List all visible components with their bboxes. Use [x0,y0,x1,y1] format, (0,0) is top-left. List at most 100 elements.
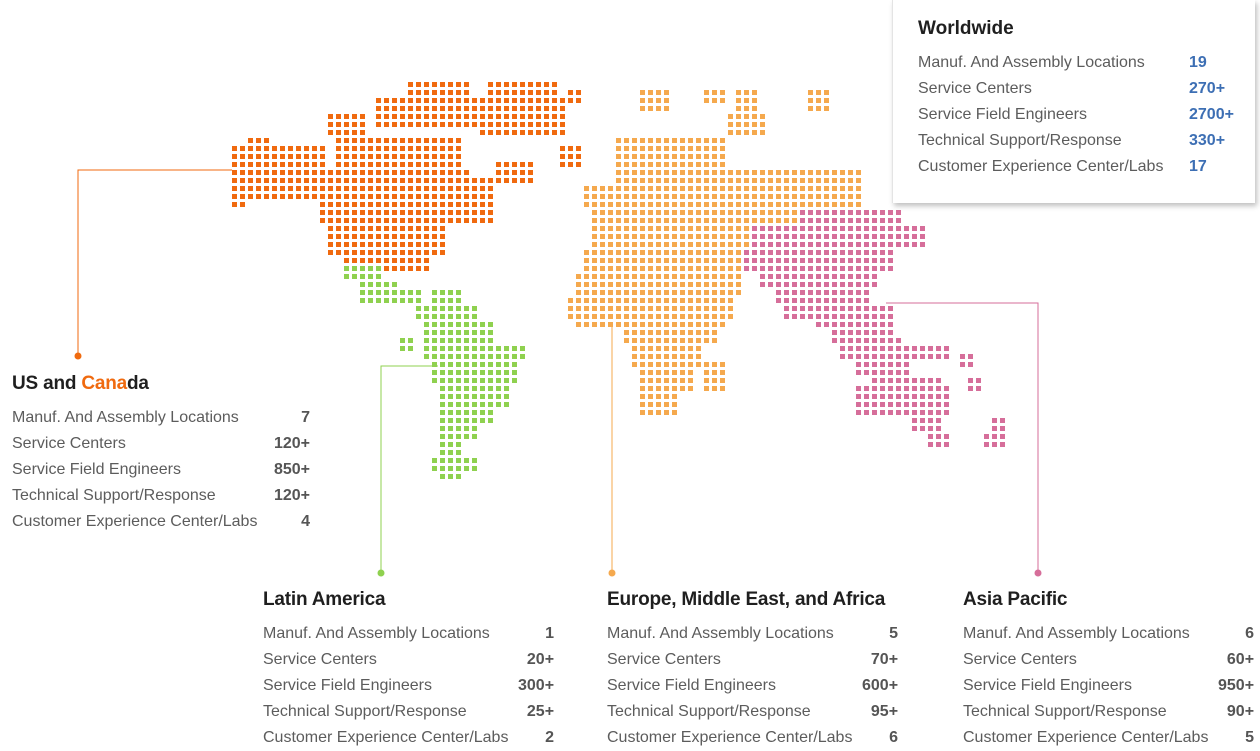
map-dot [424,242,429,247]
map-dot [408,114,413,119]
map-dot [824,242,829,247]
map-dot [480,186,485,191]
map-dot [464,402,469,407]
map-dot [568,146,573,151]
map-dot [552,122,557,127]
map-dot [664,170,669,175]
map-dot [488,98,493,103]
map-dot [296,154,301,159]
map-dot [640,162,645,167]
map-dot [488,218,493,223]
map-dot [632,322,637,327]
map-dot [672,186,677,191]
map-dot [872,250,877,255]
map-dot [616,250,621,255]
map-dot [448,474,453,479]
map-dot [616,290,621,295]
stat-value: 600+ [862,677,899,694]
map-dot [408,290,413,295]
map-dot [344,266,349,271]
map-dot [384,250,389,255]
map-dot [664,218,669,223]
map-dot [448,186,453,191]
map-dot [408,242,413,247]
map-dot [880,250,885,255]
map-dot [448,330,453,335]
map-dot [280,186,285,191]
map-dot [520,178,525,183]
map-dot [832,242,837,247]
stat-value: 5 [1245,729,1255,746]
map-dot [688,178,693,183]
map-dot [416,314,421,319]
map-dot [840,186,845,191]
map-dot [936,410,941,415]
map-dot [848,330,853,335]
map-dot [624,274,629,279]
map-dot [696,282,701,287]
map-dot [824,258,829,263]
map-dot [528,122,533,127]
map-dot [624,194,629,199]
map-dot [432,186,437,191]
map-dot [840,298,845,303]
map-dot [880,338,885,343]
map-dot [808,314,813,319]
map-dot [840,354,845,359]
stat-label: Manuf. And Assembly Locations [263,625,490,642]
map-dot [824,194,829,199]
map-dot [472,386,477,391]
map-dot [664,178,669,183]
map-dot [928,426,933,431]
map-dot [528,170,533,175]
map-dot [592,290,597,295]
map-dot [400,226,405,231]
map-dot [448,386,453,391]
map-dot [608,202,613,207]
map-dot [520,170,525,175]
map-dot [464,346,469,351]
map-dot [672,330,677,335]
map-dot [384,98,389,103]
map-dot [688,370,693,375]
map-dot [368,258,373,263]
map-dot [376,242,381,247]
map-dot [408,138,413,143]
map-dot [720,162,725,167]
map-dot [576,290,581,295]
map-dot [552,98,557,103]
latin-america-connector [380,365,438,573]
map-dot [768,210,773,215]
map-dot [720,138,725,143]
map-dot [616,314,621,319]
map-dot [728,122,733,127]
map-dot [736,194,741,199]
map-dot [640,258,645,263]
map-dot [656,386,661,391]
map-dot [664,362,669,367]
map-dot [800,242,805,247]
map-dot [488,106,493,111]
map-dot [696,162,701,167]
map-dot [912,346,917,351]
map-dot [760,194,765,199]
map-dot [512,178,517,183]
map-dot [784,266,789,271]
map-dot [864,226,869,231]
map-dot [896,362,901,367]
map-dot [720,362,725,367]
map-dot [680,362,685,367]
stat-row: Technical Support/Response 95+ [607,699,898,725]
map-dot [792,194,797,199]
stat-label: Service Field Engineers [263,677,432,694]
map-dot [392,290,397,295]
map-dot [800,178,805,183]
map-dot [832,338,837,343]
map-dot [808,242,813,247]
map-dot [712,298,717,303]
map-dot [400,234,405,239]
map-dot [680,210,685,215]
map-dot [1000,434,1005,439]
map-dot [408,162,413,167]
map-dot [432,98,437,103]
